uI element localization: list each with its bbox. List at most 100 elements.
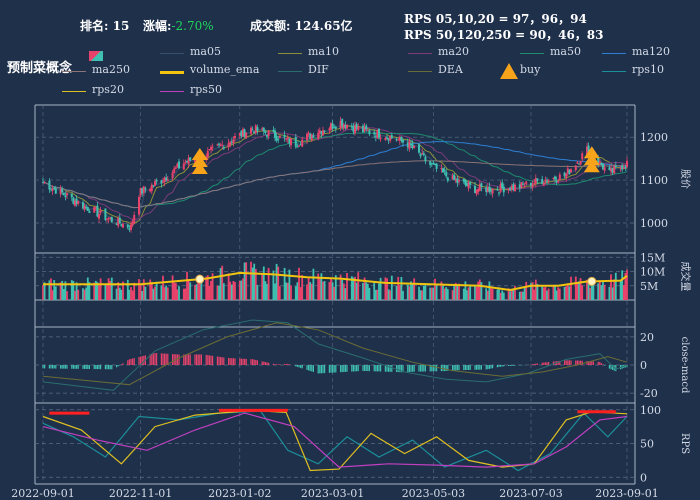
candle-body (288, 138, 291, 144)
x-tick-label: 2023-03-01 (301, 487, 364, 500)
volume-bar (491, 288, 494, 300)
candle-body (154, 181, 156, 186)
volume-bar (106, 283, 108, 300)
volume-bar (429, 287, 432, 300)
volume-bar (176, 289, 179, 300)
volume-bar (117, 282, 120, 300)
rps-panel-ytick-label: 100 (640, 404, 661, 417)
candle-body (272, 129, 275, 132)
volume-bar (485, 288, 488, 300)
candle-body (398, 136, 401, 141)
candle-body (128, 228, 131, 230)
volume-bar (626, 269, 628, 300)
volume-bar (546, 290, 548, 300)
volume-bar (290, 285, 292, 300)
volume-bar (208, 285, 211, 300)
candle-body (320, 131, 323, 134)
volume-bar (219, 268, 222, 300)
volume-bar (384, 277, 387, 300)
candle-body (171, 172, 174, 179)
volume-bar (523, 287, 526, 300)
legend-swatch (278, 71, 302, 72)
volume-bar (579, 278, 582, 300)
candle-body (160, 180, 163, 184)
volume-bar (150, 281, 153, 300)
candle-body (115, 223, 118, 225)
volume-bar (210, 280, 212, 300)
candle-body (216, 144, 219, 146)
candle-body (120, 224, 123, 227)
candle-body (570, 169, 572, 173)
candle-body (144, 188, 147, 190)
volume-bar (200, 276, 203, 300)
volume-bar (154, 286, 156, 300)
candle-body (155, 180, 158, 182)
candle-body (275, 136, 278, 141)
candle-body (491, 188, 494, 194)
candle-body (243, 129, 246, 137)
volume-bar (554, 284, 556, 300)
volume-bar (613, 279, 616, 300)
candle-body (542, 182, 545, 186)
legend-label: ma50 (550, 45, 581, 58)
rps-line-1: RPS 05,10,20 = 97，96，94 (404, 12, 587, 26)
volume-bar (318, 278, 321, 300)
candle-body (547, 179, 550, 181)
candle-body (374, 136, 377, 138)
volume-bar (62, 288, 65, 300)
volume-bar (530, 283, 532, 300)
candle-body (186, 160, 188, 163)
volume-bar (222, 283, 225, 300)
candle-body (219, 144, 222, 146)
rps50-line (42, 412, 628, 468)
candle-body (512, 184, 515, 190)
candle-body (178, 161, 180, 169)
dea-line (42, 322, 628, 386)
volume-bar (286, 282, 289, 300)
candle-body (402, 139, 404, 143)
candle-body (462, 179, 465, 182)
candle-body (621, 165, 624, 170)
candle-body (131, 221, 134, 226)
candle-body (173, 168, 176, 173)
volume-bar (622, 285, 625, 300)
candle-body (211, 146, 214, 148)
candle-body (62, 192, 65, 196)
candle-body (245, 132, 248, 139)
volume-bar (621, 270, 624, 300)
candle-body (389, 135, 392, 141)
volume-bar (509, 291, 512, 300)
candle-body (70, 193, 73, 198)
candle-body (350, 125, 353, 128)
volume-bar (512, 288, 515, 300)
candle-body (285, 138, 288, 140)
rank-label: 排名: (80, 19, 109, 33)
volume-bar (107, 278, 110, 300)
volume-bar (99, 278, 102, 300)
volume-bar (115, 288, 118, 300)
ma250-line (42, 160, 628, 209)
candle-body (525, 181, 528, 185)
candle-body (152, 185, 155, 187)
candle-body (187, 157, 190, 165)
volume-bar (451, 290, 454, 300)
change-value: -2.70% (171, 19, 214, 33)
candle-body (166, 179, 169, 181)
volume-bar (229, 281, 232, 300)
buy-signal-marker (583, 146, 600, 159)
candle-body (435, 163, 438, 169)
volume-bar (42, 284, 44, 300)
volume-signal-dot (195, 274, 205, 284)
candle-body (430, 163, 433, 165)
volume-bar (230, 284, 233, 300)
candle-body (520, 182, 523, 188)
candle-body (378, 128, 380, 138)
candle-body (318, 130, 321, 134)
candle-body (523, 186, 526, 188)
candle-body (331, 123, 334, 129)
volume-bar (467, 287, 470, 300)
candle-body (253, 131, 256, 134)
candle-body (509, 187, 512, 191)
ma20-line (42, 127, 628, 220)
legend-swatch (160, 91, 184, 92)
